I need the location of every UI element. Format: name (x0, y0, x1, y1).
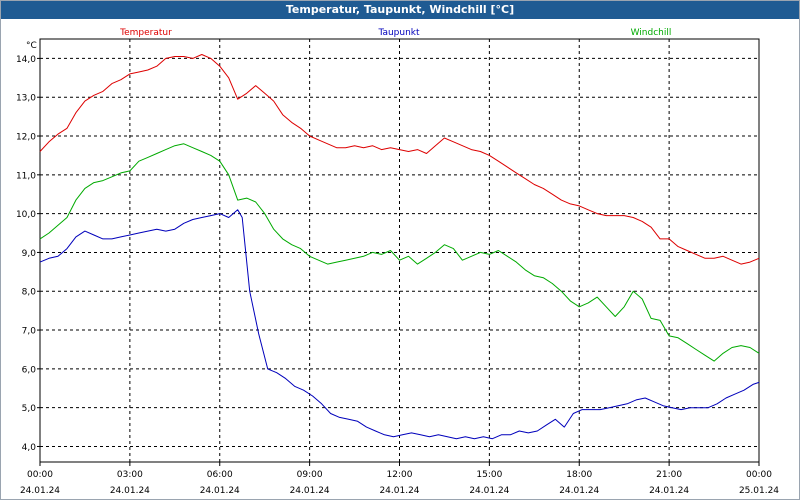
x-tick-date: 24.01.24 (649, 486, 689, 496)
y-tick-label: 9,0 (22, 249, 37, 259)
series-lines (39, 54, 760, 440)
y-tick-label: 14,0 (16, 55, 36, 65)
axes (37, 38, 760, 466)
x-tick-date: 24.01.24 (290, 486, 330, 496)
x-tick-date: 24.01.24 (110, 486, 150, 496)
x-tick-date: 24.01.24 (379, 486, 419, 496)
y-tick-label: 6,0 (22, 365, 37, 375)
y-tick-label: 5,0 (22, 404, 37, 414)
chart-title: Temperatur, Taupunkt, Windchill [°C] (1, 1, 799, 19)
series-line-taupunkt (39, 209, 760, 440)
legend-entry-taupunkt: Taupunkt (377, 28, 420, 38)
y-tick-label: 8,0 (22, 288, 37, 298)
x-tick-time: 21:00 (656, 470, 682, 480)
y-tick-label: 11,0 (16, 171, 36, 181)
series-line-temperatur (39, 54, 760, 265)
x-tick-time: 09:00 (297, 470, 323, 480)
legend: Temperatur Taupunkt Windchill (119, 28, 671, 38)
x-tick-date: 24.01.24 (559, 486, 599, 496)
x-tick-time: 00:00 (746, 470, 772, 480)
x-tick-date: 24.01.24 (20, 486, 60, 496)
x-tick-time: 12:00 (387, 470, 413, 480)
x-tick-time: 03:00 (117, 470, 143, 480)
x-tick-time: 06:00 (207, 470, 233, 480)
y-tick-label: 12,0 (16, 133, 36, 143)
x-tick-date: 24.01.24 (469, 486, 509, 496)
y-tick-label: 13,0 (16, 94, 36, 104)
grid (40, 39, 759, 462)
series-line-windchill (39, 143, 760, 362)
plot-border (39, 38, 760, 463)
x-tick-time: 18:00 (566, 470, 592, 480)
y-tick-label: 4,0 (22, 443, 37, 453)
x-tick-time: 00:00 (27, 470, 53, 480)
y-tick-label: 7,0 (22, 327, 37, 337)
x-tick-date: 24.01.24 (200, 486, 240, 496)
weather-chart: 4,0 5,0 6,0 7,0 8,0 9,0 10,0 11,0 12,0 13,0 14,0 00… (16, 28, 779, 496)
y-tick-label: 10,0 (16, 210, 36, 220)
legend-entry-temperatur: Temperatur (119, 28, 172, 38)
legend-entry-windchill: Windchill (631, 28, 672, 38)
axis-labels: 4,0 5,0 6,0 7,0 8,0 9,0 10,0 11,0 12,0 13,0 14,0 00… (16, 41, 779, 496)
y-axis-label: °C (26, 41, 37, 51)
x-tick-time: 15:00 (476, 470, 502, 480)
x-tick-date: 25.01.24 (739, 486, 779, 496)
